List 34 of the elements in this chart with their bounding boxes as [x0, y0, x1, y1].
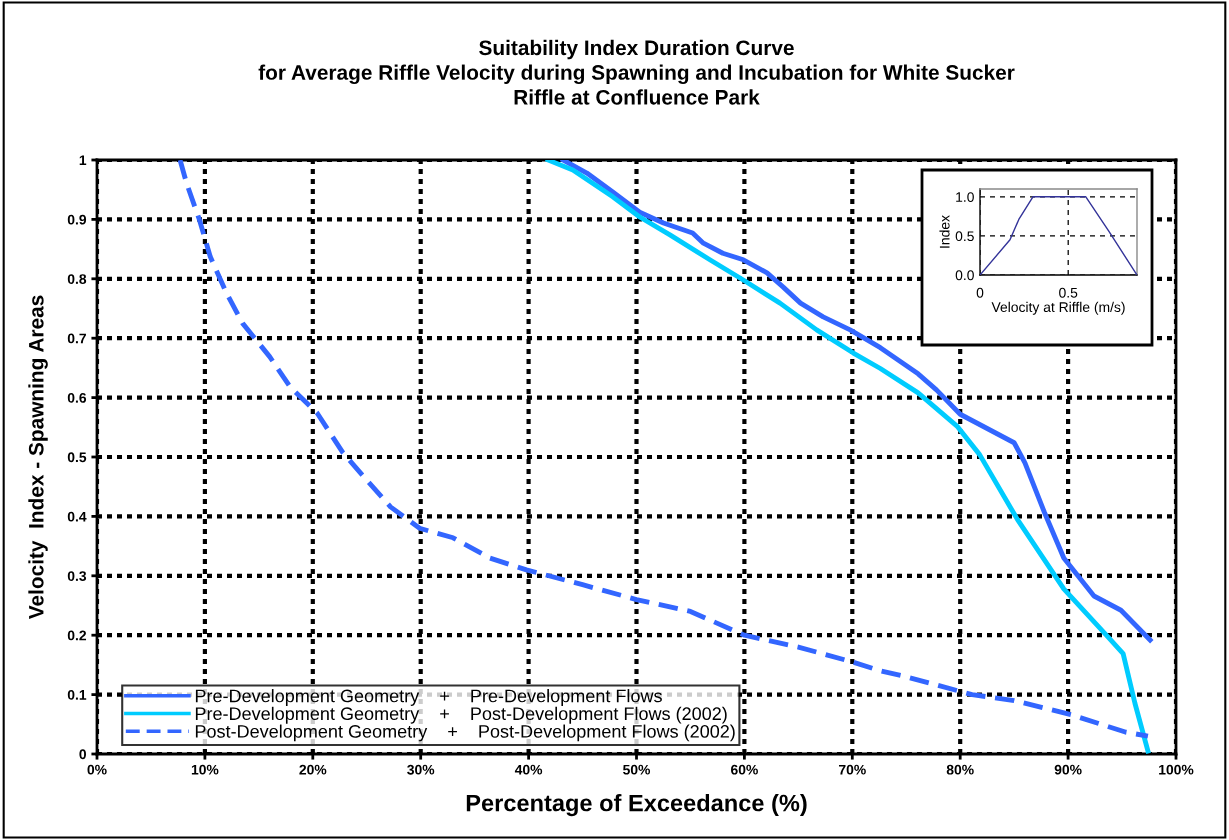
x-tick-label: 90%: [1054, 764, 1082, 775]
y-tick-label: 0.6: [67, 392, 87, 403]
y-tick-label: 1: [79, 155, 87, 166]
y-tick-label: 0.5: [955, 231, 974, 242]
y-tick-label: 0.3: [67, 571, 87, 581]
x-axis-title: Velocity at Riffle (m/s): [991, 301, 1125, 315]
y-tick-label: 0.0: [955, 270, 974, 281]
legend-label: Pre-Development Geometry + Post-Development Flows (2002): [195, 706, 727, 724]
x-tick-label: 70%: [839, 764, 866, 775]
x-tick-label: 60%: [731, 764, 758, 775]
y-tick-label: 0.8: [67, 274, 87, 284]
y-axis-title: Velocity Index - Spawning Areas: [28, 295, 48, 620]
y-tick-label: 0.7: [67, 333, 86, 344]
line-series: [560, 160, 1153, 643]
x-tick-label: 80%: [946, 764, 974, 775]
x-tick-label: 30%: [407, 764, 435, 775]
chart-title: Suitability Index Duration Curve for Average Riffle Velocity during Spawning and Incubation for White Sucker Riffle at Confluence Park: [258, 39, 1015, 105]
x-tick-label: 20%: [299, 764, 327, 775]
y-tick-label: 0.9: [67, 214, 87, 225]
y-tick-label: 0.4: [67, 511, 87, 522]
x-tick-label: 10%: [191, 764, 219, 775]
y-axis-title: Index: [939, 215, 950, 248]
x-tick-label: 50%: [623, 764, 651, 775]
x-tick-label: 0%: [87, 764, 107, 775]
y-tick-label: 1.0: [956, 192, 974, 202]
x-tick-label: 40%: [514, 764, 543, 775]
y-tick-label: 0.2: [67, 630, 87, 641]
x-tick-label: 100%: [1159, 764, 1194, 775]
y-tick-label: 0.5: [67, 452, 87, 463]
legend-label: Post-Development Geometry + Post-Development Flows (2002): [195, 724, 735, 742]
y-tick-label: 0: [79, 749, 87, 760]
x-axis-title: Percentage of Exceedance (%): [466, 794, 807, 817]
y-tick-label: 0.1: [67, 689, 87, 700]
legend-label: Pre-Development Geometry + Pre-Development Flows: [195, 689, 662, 706]
